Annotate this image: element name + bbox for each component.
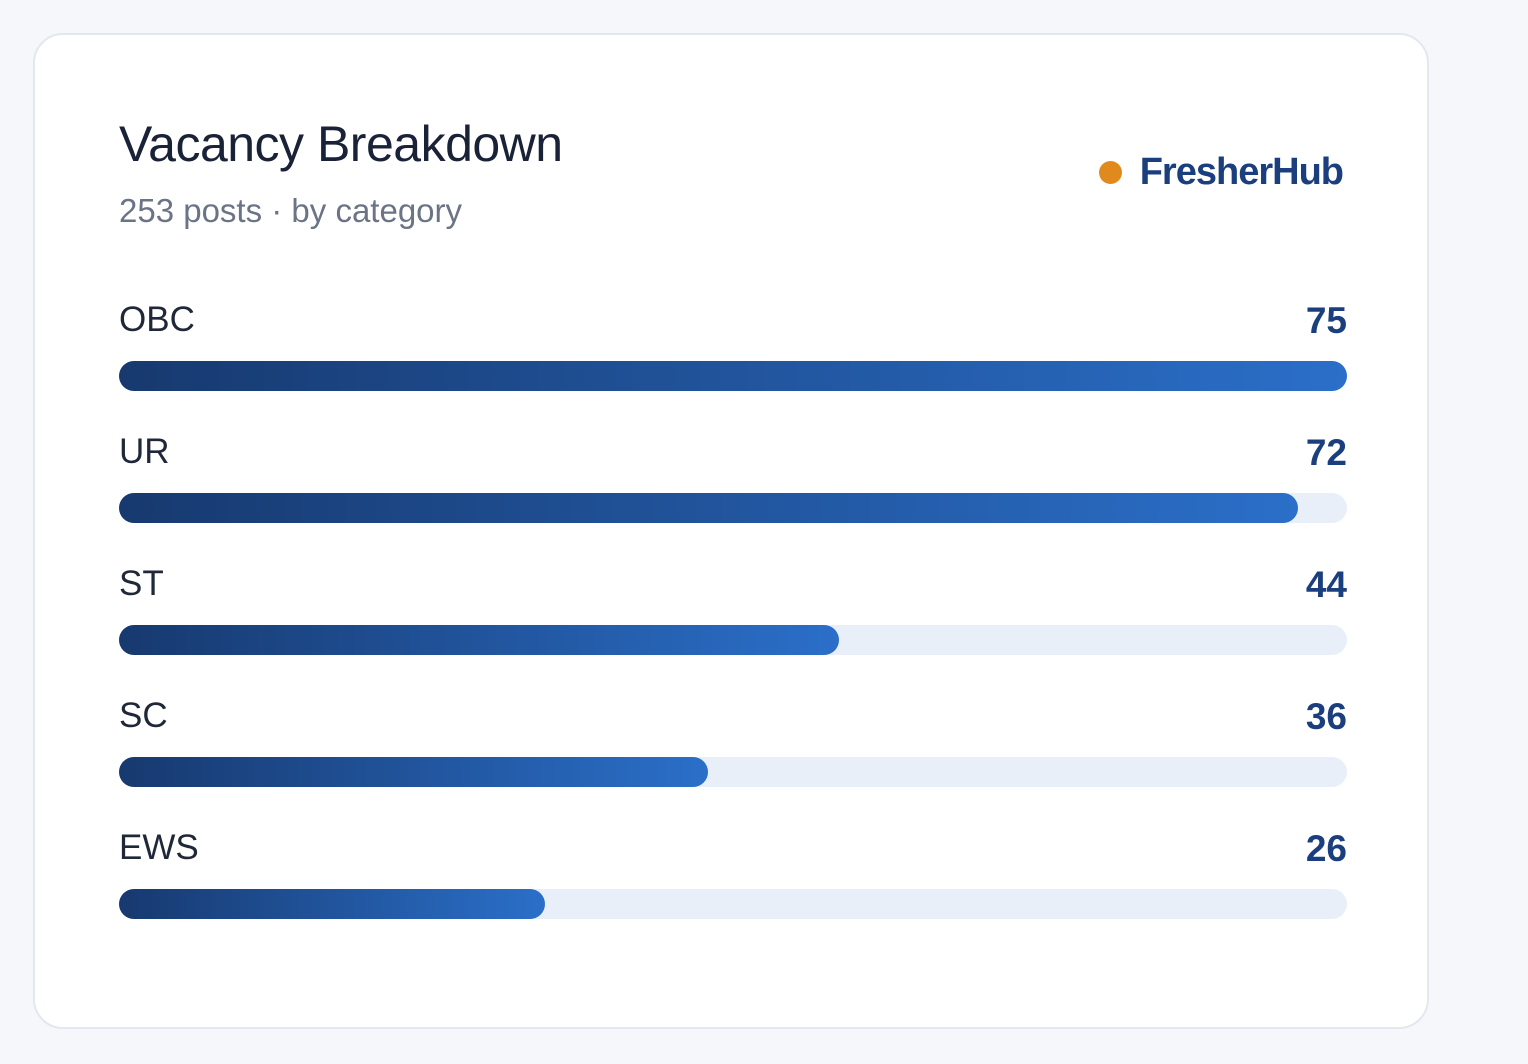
bar-track — [119, 361, 1347, 391]
bar-list: OBC 75 UR 72 ST 44 SC 36 EWS 26 — [119, 298, 1347, 958]
vacancy-card: Vacancy Breakdown 253 posts · by categor… — [33, 33, 1429, 1029]
chart-title: Vacancy Breakdown — [119, 116, 563, 172]
bar-value-label: 26 — [1305, 828, 1347, 869]
bar-label: UR — [119, 432, 170, 471]
bar-fill — [119, 625, 840, 655]
bar-value-label: 75 — [1305, 300, 1347, 341]
bar-row: SC 36 — [119, 694, 1347, 826]
bar-fill — [119, 889, 545, 919]
bar-label: ST — [119, 564, 164, 603]
bar-track — [119, 493, 1347, 523]
bar-row: EWS 26 — [119, 826, 1347, 958]
brand-dot-icon — [1098, 161, 1122, 184]
brand-logo: FresherHub — [1098, 151, 1344, 194]
bar-label: SC — [119, 696, 168, 735]
bar-value-label: 72 — [1305, 432, 1347, 473]
chart-subtitle: 253 posts · by category — [119, 192, 463, 229]
bar-track — [119, 757, 1347, 787]
bar-fill — [119, 493, 1298, 523]
bar-row: ST 44 — [119, 562, 1347, 694]
bar-row: OBC 75 — [119, 298, 1347, 430]
bar-fill — [119, 757, 709, 787]
bar-value-label: 36 — [1305, 696, 1347, 737]
brand-name: FresherHub — [1139, 151, 1344, 193]
bar-fill — [119, 361, 1347, 391]
bar-row: UR 72 — [119, 430, 1347, 562]
bar-value-label: 44 — [1305, 564, 1347, 605]
bar-label: EWS — [119, 828, 199, 867]
bar-track — [119, 625, 1347, 655]
bar-track — [119, 889, 1347, 919]
bar-label: OBC — [119, 300, 195, 339]
